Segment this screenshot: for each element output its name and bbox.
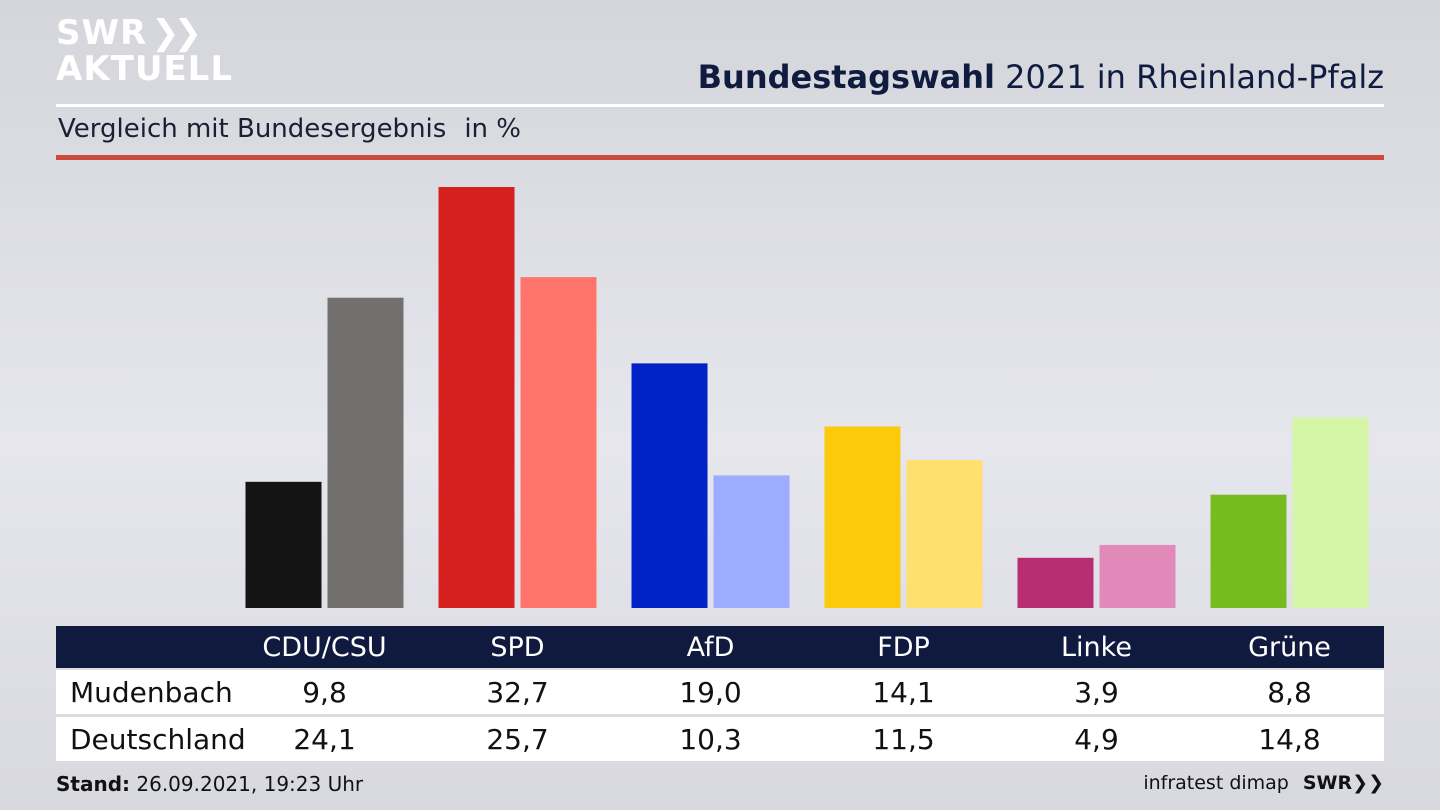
title-rest: 2021 in Rheinland-Pfalz — [995, 58, 1384, 96]
bar-linke-deutschland — [1099, 544, 1176, 608]
value-cell: 8,8 — [1267, 675, 1312, 709]
category-label: Linke — [1061, 631, 1132, 663]
bar-linke-mudenbach — [1017, 557, 1094, 608]
footer-brand: SWR❯❯ — [1303, 772, 1384, 794]
stand-value: 26.09.2021, 19:23 Uhr — [130, 772, 364, 796]
category-label: CDU/CSU — [262, 631, 387, 663]
value-cell: 14,8 — [1258, 722, 1321, 756]
row-label-mudenbach: Mudenbach — [70, 675, 233, 709]
value-cell: 3,9 — [1074, 675, 1119, 709]
value-cell: 9,8 — [302, 675, 347, 709]
header-divider — [56, 104, 1384, 107]
bar-grne-mudenbach — [1210, 494, 1287, 608]
table-row: Deutschland 24,1 25,7 10,3 11,5 4,9 14,8 — [56, 717, 1384, 761]
page-title: Bundestagswahl 2021 in Rheinland-Pfalz — [698, 58, 1384, 96]
bar-afd-deutschland — [713, 475, 790, 608]
bar-spd-mudenbach — [438, 187, 515, 608]
subtitle-text: Vergleich mit Bundesergebnis — [58, 114, 447, 144]
bar-grne-deutschland — [1292, 417, 1369, 608]
value-cell: 25,7 — [486, 722, 549, 756]
bar-cducsu-deutschland — [327, 297, 404, 608]
logo-aktuell-text: AKTUELL — [56, 49, 234, 89]
bar-cducsu-mudenbach — [245, 481, 322, 608]
value-cell: 11,5 — [872, 722, 935, 756]
category-label: AfD — [686, 631, 735, 663]
double-chevron-icon: ❯❯ — [151, 13, 202, 53]
swr-aktuell-logo: SWR ❯❯ AKTUELL — [56, 16, 233, 86]
timestamp: Stand: 26.09.2021, 19:23 Uhr — [56, 772, 363, 796]
category-label: FDP — [877, 631, 930, 663]
value-cell: 24,1 — [293, 722, 356, 756]
source-credit: infratest dimap SWR❯❯ — [1143, 772, 1384, 794]
value-cell: 32,7 — [486, 675, 549, 709]
double-chevron-icon: ❯❯ — [1352, 772, 1384, 794]
row-label-deutschland: Deutschland — [70, 722, 246, 756]
unit-label: in % — [464, 114, 521, 144]
chart-subtitle: Vergleich mit Bundesergebnis in % — [58, 114, 521, 144]
table-row: Mudenbach 9,8 32,7 19,0 14,1 3,9 8,8 — [56, 670, 1384, 714]
value-cell: 4,9 — [1074, 722, 1119, 756]
logo-swr-text: SWR — [56, 13, 148, 53]
title-bold: Bundestagswahl — [697, 58, 995, 96]
table-header-row: CDU/CSU SPD AfD FDP Linke Grüne — [56, 626, 1384, 668]
bar-spd-deutschland — [520, 277, 597, 608]
value-cell: 10,3 — [679, 722, 742, 756]
category-label: Grüne — [1248, 631, 1331, 663]
bar-afd-mudenbach — [631, 363, 708, 608]
value-cell: 14,1 — [872, 675, 935, 709]
bar-fdp-deutschland — [906, 459, 983, 608]
value-cell: 19,0 — [679, 675, 742, 709]
source-text: infratest dimap — [1143, 772, 1289, 794]
footer-brand-text: SWR — [1302, 772, 1353, 794]
stand-label: Stand: — [56, 772, 131, 796]
subtitle-divider — [56, 155, 1384, 160]
bar-fdp-mudenbach — [824, 426, 901, 608]
category-label: SPD — [490, 631, 545, 663]
